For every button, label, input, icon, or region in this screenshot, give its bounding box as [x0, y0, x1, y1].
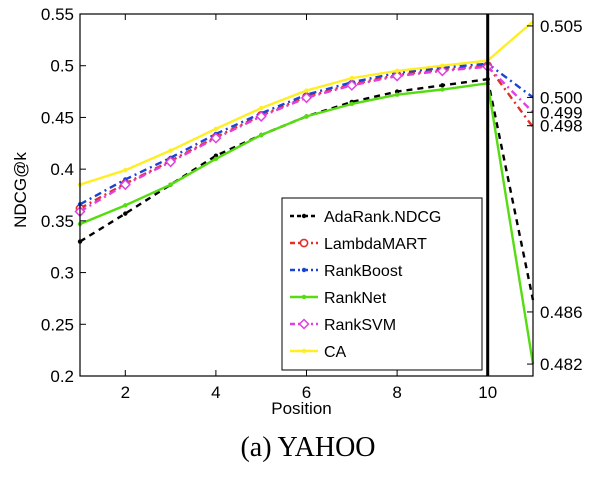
x-tick-label: 4 — [211, 383, 220, 402]
data-point — [301, 294, 307, 300]
x-tick-label: 6 — [302, 383, 311, 402]
series-ca — [77, 20, 534, 187]
y-tick-label: 0.45 — [41, 108, 74, 127]
series-line — [79, 64, 488, 210]
data-point — [123, 167, 128, 173]
series-line — [79, 82, 488, 226]
series-tail — [486, 65, 534, 114]
series-line — [79, 59, 488, 186]
ticks-layer: 2 4 6 8 10 0.2 0.25 0.3 0.35 0.4 0.45 0.5 0.55 0.482 0… — [41, 5, 583, 402]
data-point — [304, 88, 309, 93]
legend-item: RankSVM — [290, 317, 396, 334]
legend-item: RankNet — [290, 290, 387, 307]
data-point — [304, 114, 309, 119]
series-tail — [486, 62, 534, 99]
legend-item: RankBoost — [290, 263, 403, 280]
data-point — [301, 213, 307, 219]
legend-item: CA — [290, 344, 347, 361]
y-tick-label: 0.35 — [41, 212, 74, 231]
legend-label: RankNet — [324, 290, 387, 307]
data-point — [168, 148, 173, 153]
data-point — [440, 83, 445, 88]
legend-label: LambdaMART — [324, 236, 427, 253]
legend-label: AdaRank.NDCG — [324, 209, 441, 226]
data-point — [346, 79, 358, 91]
data-point — [213, 156, 219, 161]
data-point — [436, 65, 448, 77]
right-y-tick-label: 0.486 — [540, 303, 583, 322]
data-point — [259, 105, 264, 111]
x-tick-label: 2 — [121, 383, 130, 402]
data-point — [165, 156, 177, 168]
legend-label: RankBoost — [324, 263, 403, 280]
x-tick-label: 10 — [478, 383, 497, 402]
x-axis-label: Position — [271, 399, 331, 418]
data-point — [123, 203, 128, 208]
series-tail — [486, 78, 535, 301]
chart: 2 4 6 8 10 0.2 0.25 0.3 0.35 0.4 0.45 0.5 0.55 0.482 0… — [11, 5, 583, 418]
series-line — [79, 65, 488, 213]
series-ranknet — [77, 81, 535, 365]
data-point — [259, 132, 264, 138]
data-point — [119, 179, 131, 191]
y-tick-label: 0.55 — [41, 5, 74, 24]
legend-item: AdaRank.NDCG — [290, 209, 441, 226]
y-tick-label: 0.4 — [50, 160, 74, 179]
data-point — [394, 92, 400, 97]
x-tick-label: 8 — [392, 383, 401, 402]
data-point — [210, 132, 222, 144]
legend-item: LambdaMART — [290, 236, 427, 253]
legend: AdaRank.NDCG LambdaMART RankBoost RankNet Ra… — [281, 197, 483, 371]
data-point — [213, 126, 219, 132]
right-y-tick-label: 0.499 — [540, 103, 583, 122]
right-y-tick-label: 0.498 — [540, 117, 583, 136]
y-axis-label: NDCG@k — [11, 152, 30, 228]
figure-caption: (a) YAHOO — [240, 432, 376, 463]
legend-label: CA — [324, 344, 347, 361]
data-point — [391, 70, 403, 82]
legend-box — [281, 197, 483, 371]
series-lambdamart — [75, 61, 534, 213]
series-ranksvm — [74, 61, 534, 218]
right-y-tick-label: 0.482 — [540, 355, 583, 374]
data-point — [298, 318, 310, 330]
data-point — [301, 267, 307, 273]
data-point — [394, 89, 400, 94]
data-point — [299, 238, 309, 248]
right-y-tick-label: 0.500 — [540, 88, 583, 107]
right-y-tick-label: 0.505 — [540, 17, 583, 36]
data-point — [123, 211, 128, 216]
data-point — [440, 63, 445, 68]
y-tick-label: 0.25 — [41, 315, 74, 334]
legend-label: RankSVM — [324, 317, 396, 334]
series-tail — [486, 20, 534, 62]
data-point — [349, 75, 354, 81]
data-point — [300, 92, 313, 104]
series-line — [79, 62, 488, 206]
y-tick-label: 0.3 — [50, 264, 74, 283]
series-tail — [486, 83, 535, 365]
data-point — [394, 68, 400, 74]
data-point — [213, 153, 219, 158]
data-point — [168, 182, 173, 187]
data-point — [349, 101, 354, 107]
y-tick-label: 0.5 — [50, 57, 74, 76]
data-point — [255, 110, 267, 122]
data-point — [440, 87, 445, 92]
y-tick-label: 0.2 — [50, 367, 74, 386]
data-point — [301, 348, 307, 354]
